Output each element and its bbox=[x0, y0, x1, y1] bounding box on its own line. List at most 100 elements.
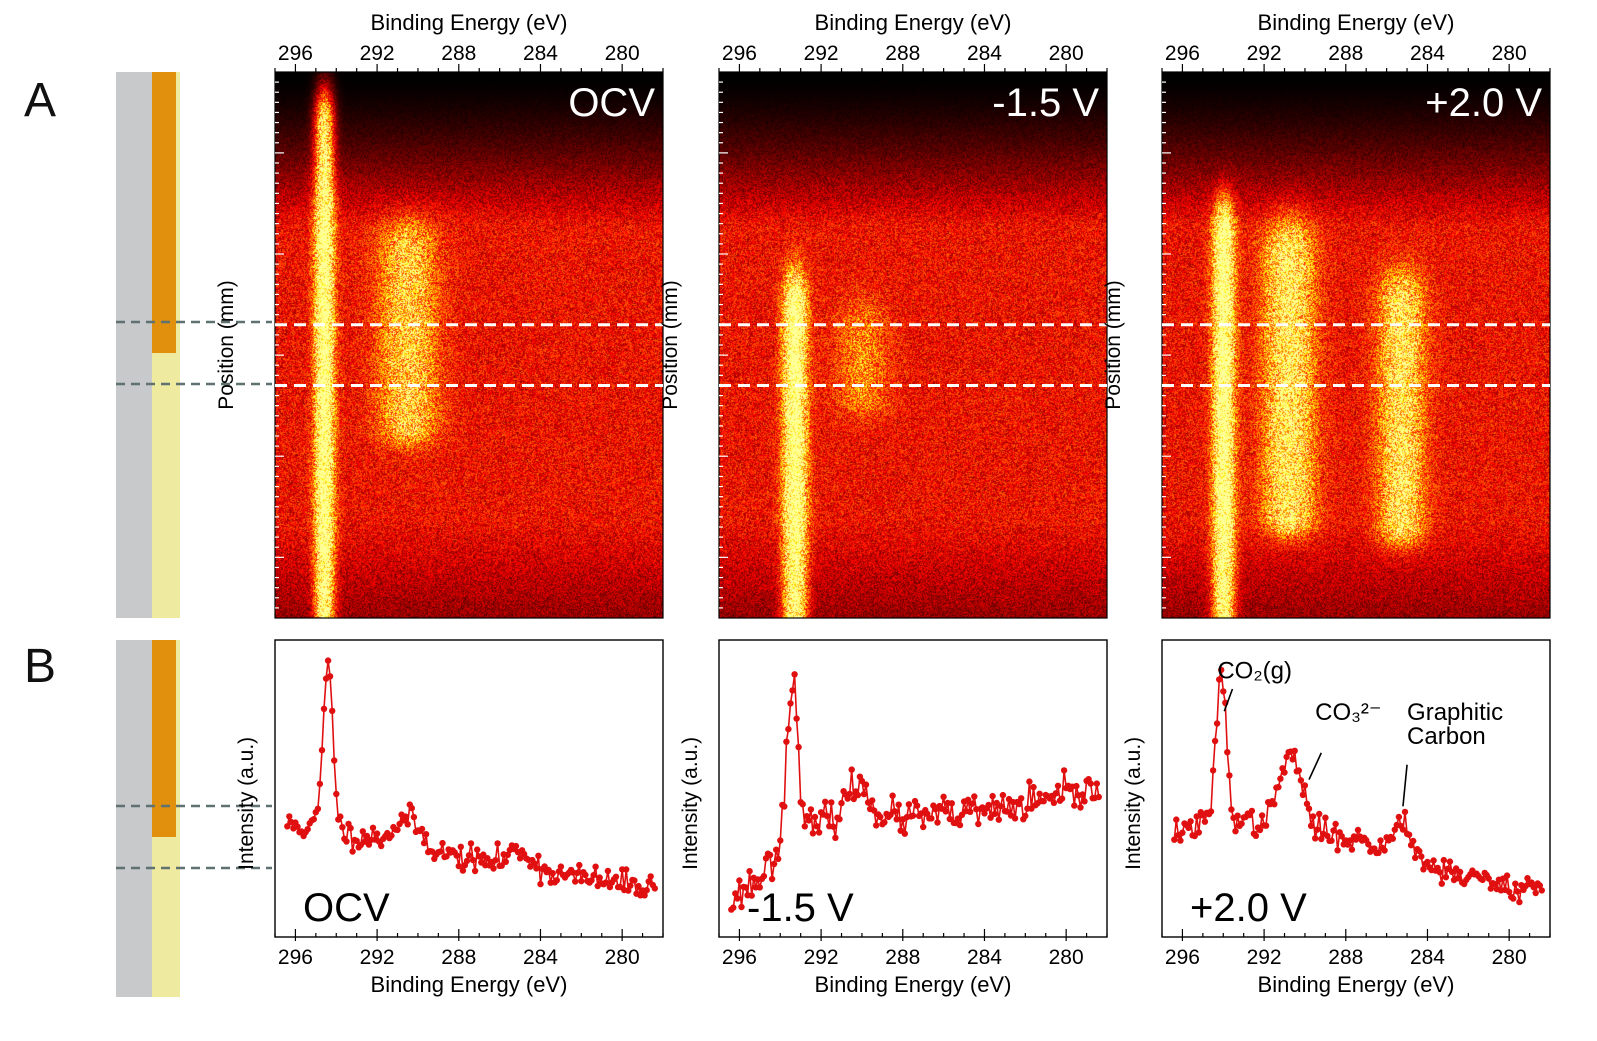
data-point bbox=[1305, 805, 1313, 812]
data-point bbox=[1516, 898, 1523, 906]
data-point bbox=[294, 823, 301, 830]
data-point bbox=[286, 813, 293, 820]
data-point bbox=[388, 832, 395, 839]
data-point bbox=[465, 852, 473, 859]
data-point bbox=[304, 826, 311, 833]
leader-line bbox=[1308, 752, 1323, 780]
data-point bbox=[1299, 791, 1307, 799]
data-point bbox=[1211, 737, 1219, 745]
x-tick-label: 296 bbox=[278, 42, 313, 65]
y-axis-label: Position (mm) bbox=[1102, 280, 1125, 410]
plot-frame bbox=[718, 639, 1108, 938]
data-point bbox=[1312, 835, 1319, 842]
data-point bbox=[1405, 831, 1413, 838]
x-tick-label: 284 bbox=[523, 946, 558, 969]
data-point bbox=[1026, 778, 1033, 785]
data-point bbox=[1220, 688, 1227, 695]
x-tick-label: 288 bbox=[441, 42, 476, 65]
data-point bbox=[463, 857, 471, 865]
y-axis-label: Position (mm) bbox=[659, 280, 682, 410]
data-point bbox=[537, 880, 544, 888]
data-point bbox=[940, 793, 947, 800]
x-axis-label: Binding Energy (eV) bbox=[371, 972, 568, 997]
data-point bbox=[850, 795, 857, 803]
data-point bbox=[958, 811, 966, 818]
data-point bbox=[1016, 800, 1023, 808]
y-tick-label: -0.10 bbox=[1137, 432, 1160, 480]
data-point bbox=[1485, 875, 1492, 882]
data-point bbox=[471, 867, 479, 875]
data-point bbox=[1213, 720, 1221, 727]
data-point bbox=[1510, 895, 1517, 902]
data-point bbox=[635, 882, 642, 890]
data-point bbox=[631, 877, 638, 884]
heatmap-panel-minus-1-5v: 0.20 0.10 0.00 -0.10 -0.20 Position (mm) 296 29… bbox=[659, 10, 1108, 619]
data-point bbox=[801, 823, 808, 830]
data-point bbox=[956, 821, 964, 829]
data-point bbox=[572, 878, 579, 885]
data-point bbox=[738, 903, 745, 911]
x-tick-label: 280 bbox=[605, 42, 640, 65]
data-point bbox=[1177, 837, 1184, 844]
data-point bbox=[408, 804, 415, 812]
data-point bbox=[590, 872, 597, 879]
data-point bbox=[828, 799, 835, 806]
data-point bbox=[623, 866, 630, 873]
data-point bbox=[909, 812, 917, 819]
data-point bbox=[339, 824, 346, 831]
data-point bbox=[333, 790, 340, 798]
data-point bbox=[420, 839, 428, 847]
data-point bbox=[913, 802, 921, 809]
data-point bbox=[942, 808, 949, 815]
heatmap-canvas-holder bbox=[719, 72, 1107, 618]
data-point bbox=[1262, 822, 1270, 829]
data-point bbox=[612, 873, 620, 880]
data-point bbox=[785, 725, 792, 733]
x-tick-label: 292 bbox=[1247, 42, 1282, 65]
data-point bbox=[1301, 782, 1309, 789]
data-point bbox=[1456, 868, 1464, 876]
data-point bbox=[535, 852, 542, 859]
x-tick-label: 296 bbox=[278, 946, 313, 969]
heatmap-panel-plus-2-0v: 0.20 0.10 0.00 -0.10 -0.20 Position (mm) 296 29… bbox=[1102, 10, 1551, 619]
x-tick-label: 280 bbox=[605, 946, 640, 969]
data-point bbox=[1271, 801, 1278, 808]
substrate-strip bbox=[116, 72, 153, 618]
data-point bbox=[1232, 828, 1239, 835]
data-point bbox=[1218, 666, 1225, 674]
data-point bbox=[1436, 869, 1443, 876]
data-point bbox=[553, 877, 560, 884]
data-point bbox=[1318, 835, 1325, 843]
data-point bbox=[1248, 807, 1256, 815]
data-point bbox=[418, 825, 426, 833]
electrode-strip bbox=[152, 640, 176, 837]
data-point bbox=[1354, 826, 1362, 834]
data-point bbox=[1418, 853, 1425, 860]
data-point bbox=[331, 757, 338, 764]
data-point bbox=[1275, 783, 1282, 791]
data-point bbox=[467, 840, 475, 847]
data-point bbox=[734, 895, 741, 902]
data-point bbox=[394, 826, 401, 834]
data-point bbox=[396, 820, 403, 828]
data-point bbox=[1079, 791, 1086, 798]
spectrum-panel-minus-1-5v: 296 292 288 284 280 Binding Energy (eV) Intens… bbox=[679, 639, 1108, 997]
data-point bbox=[1289, 756, 1296, 763]
data-point bbox=[1195, 829, 1203, 836]
data-point bbox=[946, 815, 953, 823]
data-point bbox=[320, 705, 328, 712]
data-point bbox=[1087, 780, 1094, 787]
data-point bbox=[512, 842, 520, 850]
data-point bbox=[775, 855, 782, 863]
data-point bbox=[791, 671, 798, 678]
data-point bbox=[1303, 800, 1311, 807]
data-point bbox=[310, 816, 317, 823]
data-point bbox=[443, 853, 450, 860]
data-point bbox=[832, 834, 839, 841]
data-point bbox=[1389, 835, 1397, 842]
data-point bbox=[455, 862, 462, 870]
data-point bbox=[1524, 875, 1531, 882]
data-point bbox=[1238, 820, 1245, 827]
data-point bbox=[871, 807, 878, 814]
